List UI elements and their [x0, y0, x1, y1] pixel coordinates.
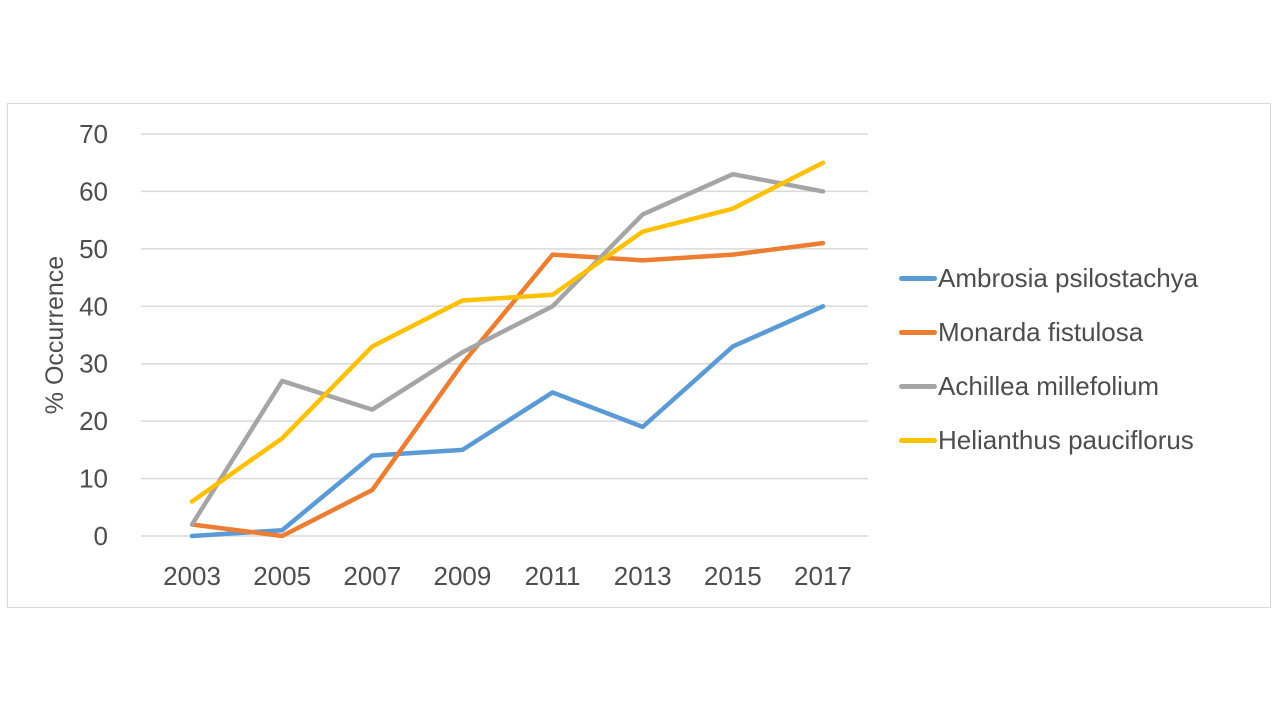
y-tick-label: 20 — [79, 406, 108, 436]
y-tick-label: 50 — [79, 234, 108, 264]
chart-container: 0 10 20 30 40 50 60 70 2003 2005 2007 2009 2011 2013… — [7, 103, 1271, 608]
legend-label: Helianthus pauciflorus — [938, 425, 1194, 455]
y-tick-label: 40 — [79, 291, 108, 321]
legend-swatch — [899, 329, 937, 335]
x-tick-label: 2011 — [525, 561, 581, 591]
x-tick-label: 2003 — [163, 561, 221, 591]
legend-item: Achillea millefolium — [899, 359, 1198, 413]
y-tick-label: 60 — [79, 176, 108, 206]
legend-item: Monarda fistulosa — [899, 305, 1198, 359]
legend-item: Ambrosia psilostachya — [899, 251, 1198, 305]
series-line-achillea-millefolium — [189, 171, 826, 527]
legend-label: Ambrosia psilostachya — [938, 263, 1199, 293]
x-tick-label: 2009 — [433, 561, 491, 591]
legend-swatch — [899, 437, 937, 443]
x-tick-label: 2017 — [794, 561, 852, 591]
x-tick-label: 2013 — [614, 561, 672, 591]
y-tick-label: 0 — [94, 521, 108, 551]
series-line-monarda-fistulosa — [189, 240, 826, 539]
y-tick-label: 30 — [79, 349, 108, 379]
y-axis-tick-labels: 0 10 20 30 40 50 60 70 — [79, 119, 108, 551]
legend-swatch — [899, 275, 937, 281]
series-line-helianthus-pauciflorus — [189, 160, 826, 504]
x-tick-label: 2007 — [343, 561, 401, 591]
y-axis-title: % Occurrence — [41, 256, 69, 414]
legend: Ambrosia psilostachya Monarda fistulosa Ac… — [899, 251, 1198, 467]
y-tick-label: 10 — [79, 464, 108, 494]
series-lines — [189, 160, 826, 539]
x-tick-label: 2015 — [704, 561, 762, 591]
x-tick-label: 2005 — [253, 561, 311, 591]
legend-label: Achillea millefolium — [938, 371, 1160, 401]
x-axis-tick-labels: 2003 2005 2007 2009 2011 2013 2015 2017 — [163, 561, 852, 591]
legend-label: Monarda fistulosa — [938, 317, 1144, 347]
legend-swatch — [899, 383, 937, 389]
chart-svg: 0 10 20 30 40 50 60 70 2003 2005 2007 2009 2011 2013… — [41, 119, 868, 591]
series-line-ambrosia-psilostachya — [189, 304, 826, 539]
legend-item: Helianthus pauciflorus — [899, 413, 1198, 467]
y-tick-label: 70 — [79, 119, 108, 149]
